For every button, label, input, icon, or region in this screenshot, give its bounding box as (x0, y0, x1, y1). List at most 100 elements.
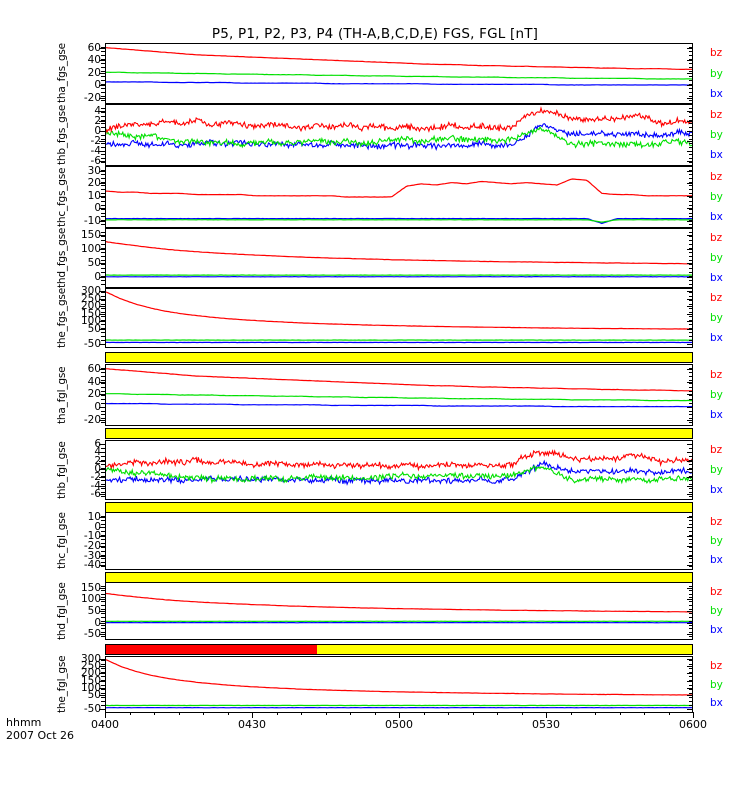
y-axis-label-thb_fgl_gse: thb_fgl_gse (56, 441, 68, 499)
y-tick-minor-right (689, 268, 693, 269)
y-tick-minor (101, 119, 105, 121)
y-tick-label: 30 (87, 164, 101, 177)
y-tick-label: 200 (80, 667, 101, 680)
y-tick-mark (99, 291, 105, 293)
y-tick-minor-right (689, 664, 693, 666)
y-tick-minor-right (689, 692, 693, 694)
y-tick-mark-right (687, 291, 693, 293)
y-tick-minor (101, 672, 105, 674)
y-tick-minor (101, 624, 105, 626)
y-tick-minor (101, 83, 105, 85)
y-tick-minor (101, 692, 105, 694)
y-tick-minor (101, 496, 105, 497)
y-tick-minor (101, 704, 105, 706)
y-tick-minor-right (689, 612, 693, 614)
y-tick-minor-right (689, 260, 693, 261)
y-tick-minor (101, 476, 105, 477)
y-tick-minor (101, 169, 105, 171)
y-tick-minor-right (689, 375, 693, 377)
y-tick-minor (101, 480, 105, 481)
y-tick-minor-right (689, 624, 693, 626)
y-tick-minor-right (689, 162, 693, 164)
legend-by-thd_fgl_gse: by (710, 605, 723, 617)
plot-panel-the_fgl_gse[interactable] (105, 656, 693, 713)
y-tick-mark (99, 276, 105, 278)
y-tick-minor-right (689, 593, 693, 595)
y-axis-label-the_fgs_gse: the_fgs_gse (56, 288, 68, 348)
y-tick-minor-right (689, 200, 693, 202)
x-tick-label: 0530 (532, 718, 560, 731)
y-tick-minor-right (689, 336, 693, 337)
trace-bz (106, 48, 692, 70)
y-tick-mark-right (687, 262, 693, 264)
x-axis-units-label: hhmm (6, 716, 42, 729)
y-tick-minor-right (689, 197, 693, 198)
y-tick-label: 50 (87, 256, 101, 269)
figure-title: P5, P1, P2, P3, P4 (TH-A,B,C,D,E) FGS, F… (211, 26, 539, 42)
y-tick-minor-right (689, 414, 693, 416)
y-tick-mark (99, 536, 105, 538)
y-tick-minor-right (689, 448, 693, 449)
y-tick-mark-right (687, 195, 693, 197)
y-tick-minor (101, 383, 105, 385)
y-tick-minor-right (689, 224, 693, 226)
plot-panel-thd_fgs_gse[interactable] (105, 228, 693, 288)
trace-by (106, 466, 692, 483)
y-tick-minor-right (689, 616, 693, 618)
y-tick-label: 0 (94, 79, 101, 92)
y-tick-minor-right (689, 562, 693, 564)
plot-panel-thb_fgs_gse[interactable] (105, 104, 693, 166)
y-tick-minor (101, 468, 105, 469)
y-tick-mark-right (687, 234, 693, 236)
plot-panel-thc_fgs_gse[interactable] (105, 166, 693, 228)
y-tick-minor-right (689, 216, 693, 218)
plot-panel-tha_fgs_gse[interactable] (105, 43, 693, 104)
y-tick-minor (101, 636, 105, 638)
y-tick-minor (101, 375, 105, 377)
y-tick-mark-right (687, 694, 693, 696)
y-tick-minor (101, 150, 105, 152)
y-tick-mark (99, 47, 105, 49)
y-tick-mark-right (687, 276, 693, 278)
y-tick-minor (101, 597, 105, 599)
y-tick-minor-right (689, 566, 693, 568)
y-tick-label: -30 (83, 549, 101, 562)
y-tick-minor-right (689, 672, 693, 674)
y-tick-minor-right (689, 236, 693, 237)
y-tick-labels-thb_fgl_gse: 6 4 2 0 -2 -4 -6 (55, 439, 101, 500)
y-tick-minor (101, 99, 105, 101)
y-tick-label: 0 (94, 202, 101, 215)
y-tick-mark-right (687, 298, 693, 300)
y-tick-minor-right (689, 632, 693, 634)
x-tick-mark (546, 712, 547, 718)
y-tick-minor (101, 75, 105, 77)
y-tick-minor (101, 700, 105, 702)
legend-by-thc_fgl_gse: by (710, 535, 723, 547)
y-tick-minor-right (689, 248, 693, 249)
y-tick-minor-right (689, 704, 693, 706)
plot-panel-thd_fgl_gse[interactable] (105, 582, 693, 640)
y-tick-minor-right (689, 488, 693, 489)
y-tick-minor-right (689, 496, 693, 497)
y-tick-mark (99, 611, 105, 612)
y-tick-minor-right (689, 398, 693, 400)
y-tick-minor-right (689, 181, 693, 183)
y-tick-minor (101, 232, 105, 233)
y-tick-minor-right (689, 111, 693, 113)
y-tick-mark (99, 97, 105, 99)
y-tick-mark-right (687, 599, 693, 601)
plot-panel-thb_fgl_gse[interactable] (105, 440, 693, 500)
plot-panel-the_fgs_gse[interactable] (105, 288, 693, 348)
y-tick-minor-right (689, 138, 693, 140)
y-tick-mark-right (687, 526, 693, 528)
plot-panel-thc_fgl_gse[interactable] (105, 512, 693, 570)
y-tick-label: -6 (90, 155, 101, 168)
y-tick-minor (101, 566, 105, 568)
y-tick-minor-right (689, 531, 693, 533)
y-tick-minor-right (689, 628, 693, 630)
plot-panel-tha_fgl_gse[interactable] (105, 364, 693, 426)
y-tick-minor (101, 181, 105, 183)
x-tick-minor (521, 712, 523, 715)
y-tick-labels-the_fgs_gse: 300 250 200 150 100 50 -50 (55, 286, 101, 350)
y-tick-mark-right (687, 477, 693, 479)
